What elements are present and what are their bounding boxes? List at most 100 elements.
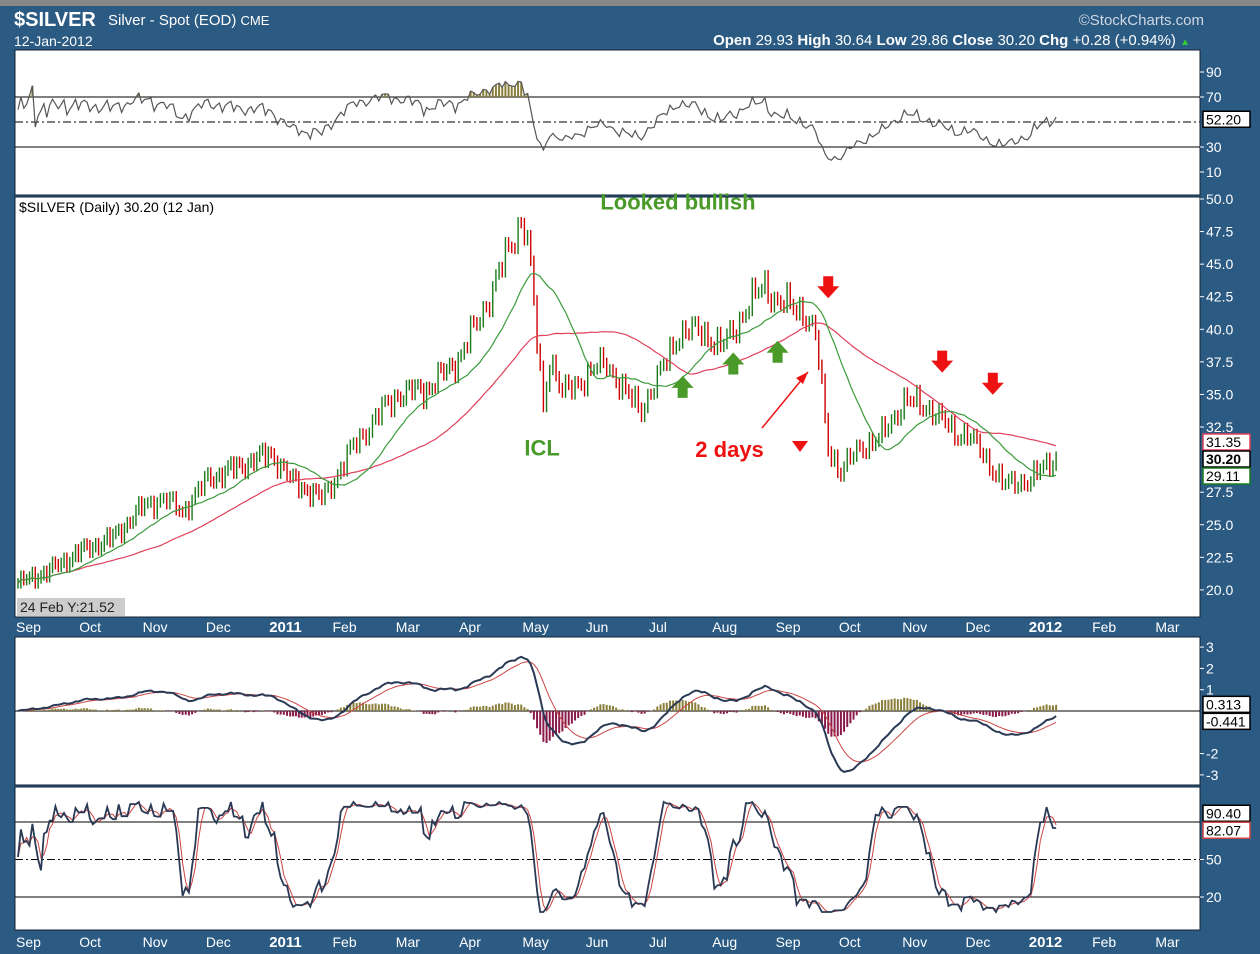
bottom-date-label: Oct [79,934,101,950]
annotation-label: 2 days [695,437,764,462]
stoch-d-tag: 82.07 [1206,822,1241,838]
price-axis-label: 25.0 [1206,517,1233,533]
description: Silver - Spot (EOD) [108,12,237,29]
green-up-arrow-icon [722,352,745,375]
copyright: ©StockCharts.com [1078,12,1204,29]
top-date-label: Feb [333,619,357,635]
annotation-label: ICL [524,436,559,461]
macd-value-tag: 0.313 [1206,696,1241,712]
sma-long-line [17,322,1057,584]
stoch-d-tag-box [1202,821,1251,839]
rsi-value-tag: 52.20 [1206,111,1241,127]
price-value-tag-box [1202,450,1251,468]
price-value-tag-box [1202,433,1251,451]
rsi-axis-label: 10 [1206,164,1222,180]
bottom-date-label: Feb [1092,934,1116,950]
annotation-pointer-down-icon [792,441,808,452]
high-value: 30.64 [834,32,873,49]
macd-signal-line [17,661,1057,763]
price-axis-label: 37.5 [1206,354,1233,370]
top-date-label: Oct [79,619,101,635]
price-axis-label: 42.5 [1206,289,1233,305]
stoch-axis-label: 50 [1206,852,1222,868]
top-date-label: Nov [143,619,168,635]
bottom-date-label: Jul [649,934,667,950]
rsi-value-tag-box [1202,110,1251,128]
top-date-label: Feb [1092,619,1116,635]
open-label: Open [713,32,752,49]
macd-axis-label: 1 [1206,682,1214,698]
close-value: 30.20 [997,32,1035,49]
green-up-arrow-icon [671,375,694,398]
top-date-label: Jul [649,619,667,635]
chg-value: +0.28 (+0.94%) [1072,32,1176,49]
sma-short-line [17,272,1057,584]
bottom-date-label: Dec [206,934,231,950]
symbol: $SILVER [14,9,96,31]
top-date-label: 2011 [269,619,302,636]
crosshair-tooltip: 24 Feb Y:21.52 [20,599,115,615]
top-date-label: Mar [1155,619,1179,635]
symbol-description: Silver - Spot (EOD) CME [108,12,269,29]
top-date-label: Dec [966,619,991,635]
macd-axis-label: 2 [1206,660,1214,676]
chart-date: 12-Jan-2012 [14,33,93,49]
green-up-arrow-icon [766,340,789,363]
red-down-arrow-icon [931,350,954,373]
top-date-label: Mar [396,619,420,635]
price-axis-label: 45.0 [1206,256,1233,272]
low-value: 29.86 [910,32,949,49]
top-date-label: 2012 [1029,619,1062,636]
bottom-date-label: Feb [333,934,357,950]
bottom-date-label: 2012 [1029,934,1062,951]
bottom-date-label: Oct [839,934,861,950]
top-strip [0,0,1260,6]
price-value-tag-box [1202,467,1251,485]
rsi-axis-label: 70 [1206,89,1222,105]
annotation-pointer-head-icon [796,372,808,384]
bottom-date-label: Aug [712,934,737,950]
bottom-date-label: May [522,934,548,950]
bottom-date-label: Sep [776,934,801,950]
price-axis-label: 20.0 [1206,582,1233,598]
price-value-tag: 29.11 [1206,468,1240,484]
up-triangle-icon: ▲ [1180,37,1190,48]
close-label: Close [952,32,994,49]
stoch-k-line [17,800,1057,914]
macd-line [17,655,1057,773]
macd-value-tag-box [1202,695,1251,714]
high-label: High [797,32,831,49]
bottom-date-label: Nov [902,934,927,950]
top-date-label: Apr [459,619,481,635]
macd-axis-label: -3 [1206,767,1219,783]
price-axis-label: 40.0 [1206,321,1233,337]
bottom-date-label: Apr [459,934,481,950]
top-date-label: Aug [712,619,737,635]
top-date-label: Jun [586,619,609,635]
price-axis-label: 32.5 [1206,419,1233,435]
top-date-label: Sep [16,619,41,635]
top-date-label: Sep [776,619,801,635]
top-date-label: Oct [839,619,861,635]
chg-label: Chg [1039,32,1069,49]
rsi-axis-label: 30 [1206,139,1222,155]
top-date-label: Dec [206,619,231,635]
price-axis-label: 50.0 [1206,191,1233,207]
exchange: CME [240,13,270,28]
bottom-date-label: Sep [16,934,41,950]
stoch-axis-label: 20 [1206,889,1222,905]
price-axis-label: 35.0 [1206,386,1233,402]
price-axis-label: 22.5 [1206,549,1233,565]
rsi-axis-label: 90 [1206,64,1222,80]
price-legend: $SILVER (Daily) 30.20 (12 Jan) [19,199,214,215]
bottom-date-label: Dec [966,934,991,950]
rsi-line [17,80,1057,161]
crosshair-tooltip-box [17,598,125,616]
ohlc-readout: Open 29.93 High 30.64 Low 29.86 Close 30… [713,32,1190,49]
price-axis-label: 47.5 [1206,224,1233,240]
price-axis-label: 27.5 [1206,484,1233,500]
price-value-tag: 30.20 [1206,451,1241,467]
stoch-k-tag-box [1202,804,1251,822]
